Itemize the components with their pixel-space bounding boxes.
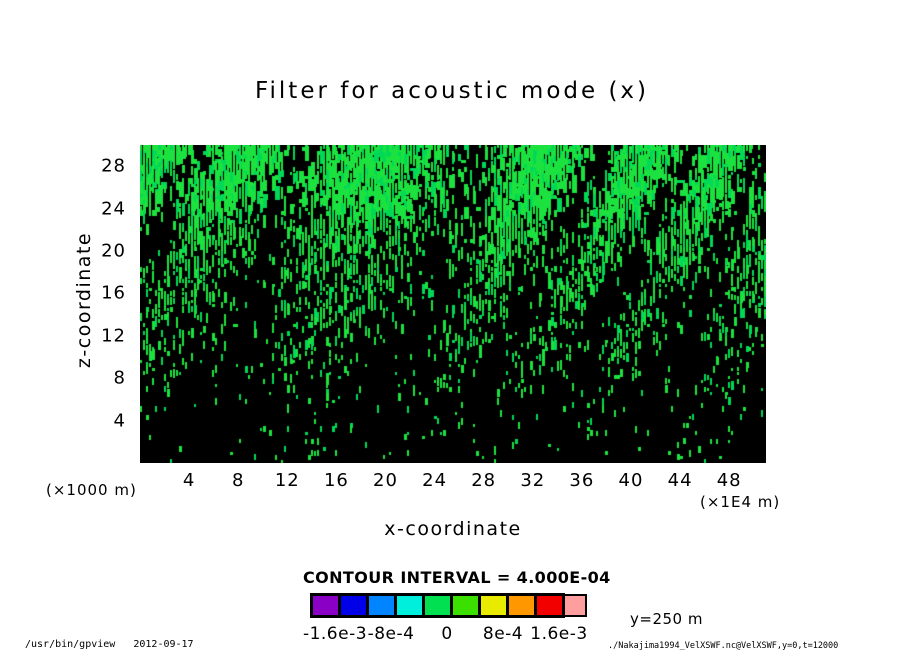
x-tick-label: 32 <box>520 470 546 491</box>
y-tick-label: 4 <box>113 410 126 432</box>
colorbar-cell <box>453 596 478 615</box>
x-tick-label: 36 <box>569 470 595 491</box>
colorbar-tick-label: 0 <box>441 624 453 644</box>
colorbar <box>310 593 587 618</box>
colorbar-tick-label: -8e-4 <box>367 624 415 644</box>
x-tick-label: 4 <box>182 470 196 491</box>
colorbar-cell <box>509 596 534 615</box>
chart-title: Filter for acoustic mode (x) <box>254 78 650 104</box>
colorbar-cell <box>341 596 366 615</box>
annotation-block: y=250 m t=12000 sec <box>630 569 732 654</box>
contour-interval-label: CONTOUR INTERVAL = 4.000E-04 <box>303 568 611 587</box>
x-tick-label: 44 <box>667 470 693 491</box>
colorbar-tick-label: 1.6e-3 <box>530 624 588 644</box>
y-tick-label: 28 <box>101 155 126 177</box>
x-axis-unit-label: (×1E4 m) <box>700 493 781 511</box>
y-tick-label: 16 <box>101 282 126 304</box>
x-tick-label: 16 <box>323 470 349 491</box>
y-tick-label: 20 <box>101 240 126 262</box>
y-axis-title: z-coordinate <box>73 231 95 369</box>
annotation-y: y=250 m <box>630 610 703 628</box>
x-axis-title: x-coordinate <box>384 518 522 540</box>
y-tick-label: 8 <box>113 367 126 389</box>
x-tick-label: 28 <box>471 470 497 491</box>
x-tick-label: 20 <box>373 470 398 491</box>
colorbar-overflow-cell <box>565 594 587 617</box>
x-tick-label: 12 <box>274 470 300 491</box>
colorbar-cell <box>313 596 338 615</box>
x-tick-label: 40 <box>618 470 644 491</box>
colorbar-cell <box>397 596 422 615</box>
footer-datasource: ./Nakajima1994_VelXSWF.nc@VelXSWF,y=0,t=… <box>608 641 839 651</box>
y-tick-label: 24 <box>101 198 126 220</box>
contour-plot-area <box>140 145 766 463</box>
colorbar-main <box>310 593 565 618</box>
y-tick-label: 12 <box>101 325 126 347</box>
colorbar-tick-label: -1.6e-3 <box>302 624 368 644</box>
colorbar-tick-label: 8e-4 <box>482 624 524 644</box>
x-tick-label: 48 <box>716 470 742 491</box>
colorbar-cell <box>481 596 506 615</box>
x-tick-label: 8 <box>231 470 245 491</box>
y-axis-unit-label: (×1000 m) <box>46 481 137 499</box>
colorbar-cell <box>425 596 450 615</box>
x-tick-label: 24 <box>422 470 448 491</box>
colorbar-cell <box>537 596 562 615</box>
colorbar-cell <box>369 596 394 615</box>
footer-command: /usr/bin/gpview 2012-09-17 <box>25 639 194 650</box>
